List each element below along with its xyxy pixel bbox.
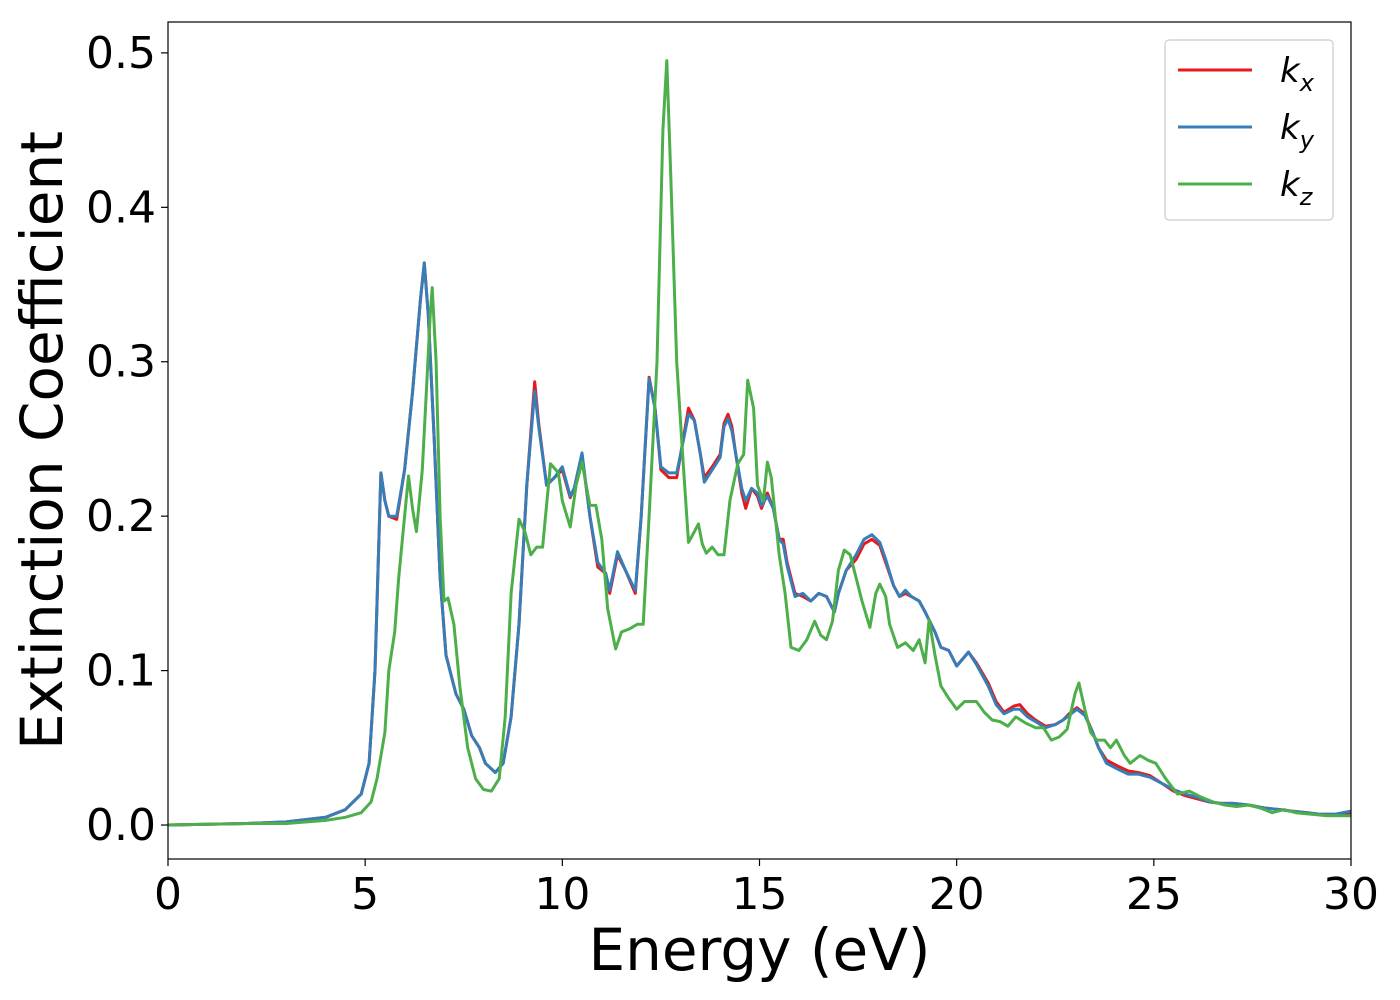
y-tick-label: 0.5	[86, 28, 156, 79]
legend-label-main: k	[1280, 108, 1301, 148]
y-tick-label: 0.4	[86, 182, 156, 233]
legend-box	[1164, 39, 1334, 221]
legend-label-main: k	[1280, 51, 1301, 91]
y-tick-label: 0.2	[86, 491, 156, 542]
legend-label-kx: kx	[1280, 51, 1315, 97]
y-tick-label: 0.3	[86, 337, 156, 388]
x-tick-label: 25	[1126, 869, 1182, 920]
y-tick-label: 0.0	[86, 800, 156, 851]
x-tick-label: 10	[534, 869, 590, 920]
legend-label-main: k	[1280, 165, 1301, 205]
x-tick-label: 15	[732, 869, 788, 920]
legend-label-sub: x	[1299, 69, 1315, 97]
x-tick-label: 30	[1323, 869, 1379, 920]
legend-label-sub: z	[1299, 183, 1314, 211]
legend-label-kz: kz	[1280, 165, 1314, 211]
legend-label-sub: y	[1299, 126, 1315, 154]
x-tick-label: 20	[929, 869, 985, 920]
y-tick-label: 0.1	[86, 646, 156, 697]
series-line-kz	[168, 59, 1351, 827]
x-tick-label: 0	[154, 869, 182, 920]
y-axis-label: Extinction Coefficient	[8, 131, 76, 750]
legend-label-ky: ky	[1280, 108, 1315, 154]
y-axis-ticks: 0.0 0.1 0.2 0.3 0.4 0.5	[86, 28, 168, 851]
x-tick-label: 5	[351, 869, 379, 920]
x-axis-ticks: 0 5 10 15 20 25 30	[154, 859, 1379, 920]
series-layer	[168, 59, 1351, 827]
x-axis-label: Energy (eV)	[588, 916, 930, 984]
